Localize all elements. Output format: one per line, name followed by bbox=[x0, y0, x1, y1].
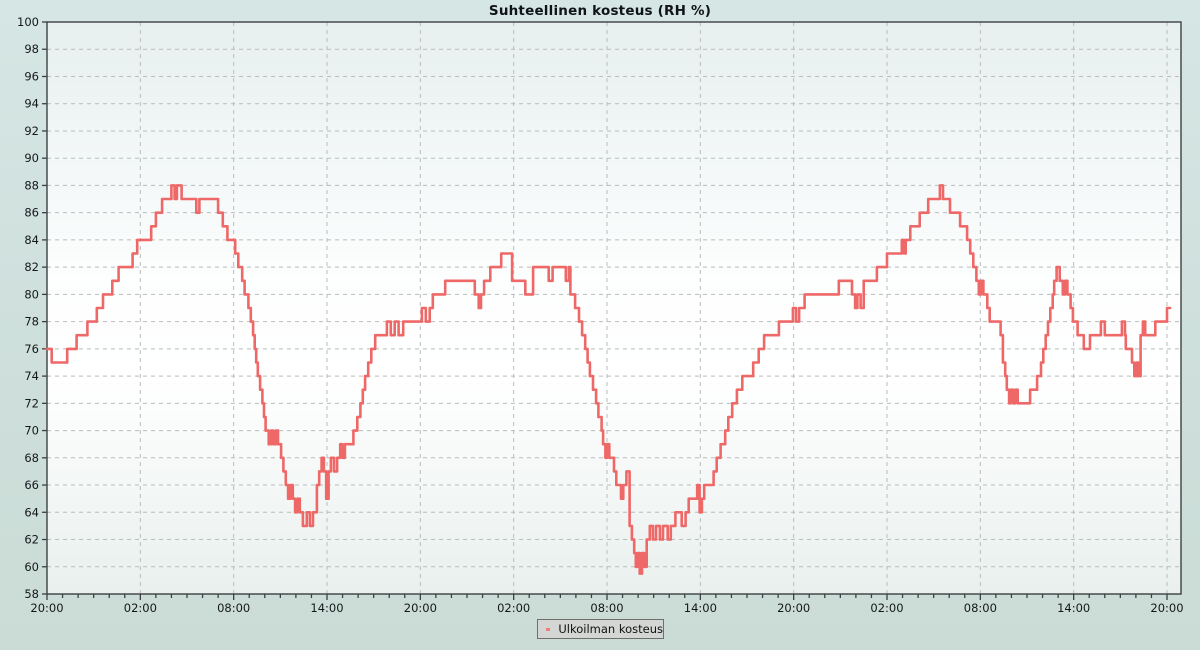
legend-label: Ulkoilman kosteus bbox=[558, 622, 663, 636]
y-tick-label: 80 bbox=[24, 287, 39, 301]
y-tick-label: 66 bbox=[24, 478, 39, 492]
y-tick-label: 62 bbox=[24, 533, 39, 547]
y-tick-label: 92 bbox=[24, 124, 39, 138]
y-tick-label: 76 bbox=[24, 342, 39, 356]
y-tick-label: 68 bbox=[24, 451, 39, 465]
humidity-series-line bbox=[45, 184, 1172, 575]
y-tick-label: 100 bbox=[17, 15, 39, 29]
y-tick-label: 94 bbox=[24, 97, 39, 111]
y-tick-label: 74 bbox=[24, 369, 39, 383]
x-tick-label: 02:00 bbox=[870, 601, 903, 615]
plot-border bbox=[46, 21, 1182, 595]
x-tick-label: 08:00 bbox=[217, 601, 250, 615]
x-tick-label: 20:00 bbox=[30, 601, 63, 615]
y-tick-label: 70 bbox=[24, 424, 39, 438]
y-tick-label: 86 bbox=[24, 206, 39, 220]
y-tick-label: 78 bbox=[24, 315, 39, 329]
y-tick-label: 64 bbox=[24, 505, 39, 519]
x-tick-label: 08:00 bbox=[590, 601, 623, 615]
y-tick-label: 82 bbox=[24, 260, 39, 274]
x-tick-label: 02:00 bbox=[124, 601, 157, 615]
y-tick-label: 58 bbox=[24, 587, 39, 601]
chart-title: Suhteellinen kosteus (RH %) bbox=[488, 3, 712, 19]
x-tick-label: 20:00 bbox=[777, 601, 810, 615]
legend-series-line-icon bbox=[546, 627, 551, 631]
y-tick-label: 84 bbox=[24, 233, 39, 247]
y-tick-label: 90 bbox=[24, 151, 39, 165]
plot-area bbox=[47, 22, 1181, 594]
legend[interactable]: Ulkoilman kosteus bbox=[537, 619, 664, 639]
x-tick-label: 14:00 bbox=[1057, 601, 1090, 615]
x-tick-label: 14:00 bbox=[310, 601, 343, 615]
x-tick-label: 20:00 bbox=[1150, 601, 1183, 615]
x-tick-label: 02:00 bbox=[497, 601, 530, 615]
y-tick-label: 60 bbox=[24, 560, 39, 574]
y-tick-label: 88 bbox=[24, 178, 39, 192]
y-tick-label: 96 bbox=[24, 69, 39, 83]
y-tick-label: 72 bbox=[24, 396, 39, 410]
x-tick-label: 08:00 bbox=[964, 601, 997, 615]
x-tick-label: 20:00 bbox=[404, 601, 437, 615]
y-tick-label: 98 bbox=[24, 42, 39, 56]
x-tick-label: 14:00 bbox=[684, 601, 717, 615]
